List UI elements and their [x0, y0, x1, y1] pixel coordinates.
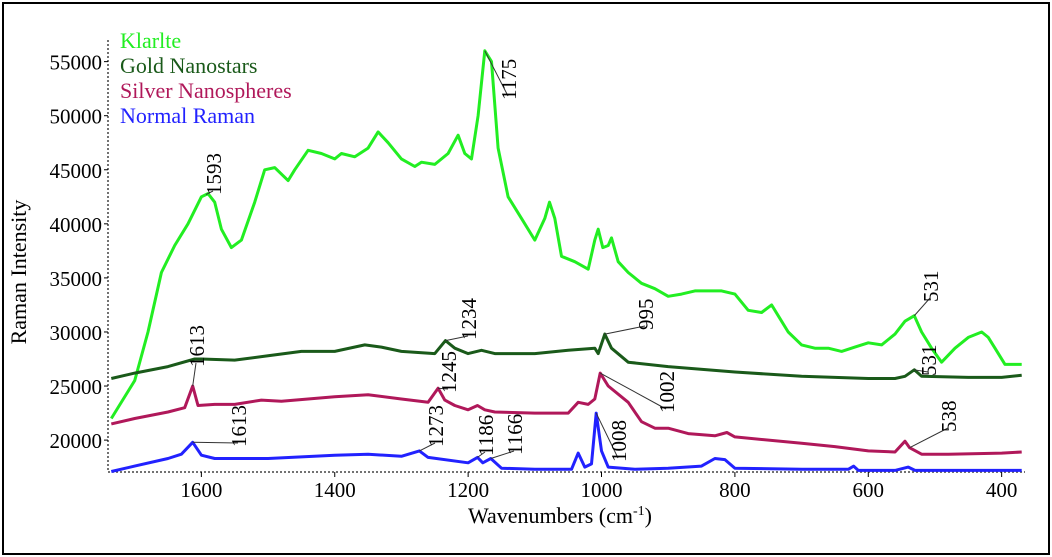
x-tick-label: 600	[853, 478, 885, 502]
annotation-leader-line	[419, 442, 436, 452]
x-axis-label-sup: -1	[633, 504, 645, 519]
y-tick-label: 35000	[50, 267, 103, 291]
peak-label: 1166	[503, 414, 527, 455]
y-tick-label: 40000	[50, 213, 103, 237]
legend-entry: Normal Raman	[120, 103, 255, 128]
x-tick-label: 400	[986, 478, 1018, 502]
series-line-normal-raman	[110, 411, 1022, 473]
peak-label: 1186	[474, 415, 498, 456]
y-tick-label: 25000	[50, 375, 103, 399]
annotation-leader-line	[490, 450, 515, 459]
peak-annotations: 1593 1175 531 1613 1234 995 531 1245 1002 538 1613…	[185, 50, 961, 462]
series-line-klarlte	[110, 49, 1022, 420]
x-tick-label: 1200	[447, 478, 489, 502]
peak-label: 1593	[202, 153, 226, 195]
peak-label: 1245	[437, 351, 461, 393]
x-tick-label: 1000	[581, 478, 623, 502]
legend-entry: Gold Nanostars	[120, 53, 257, 78]
annotation-leader-line	[445, 335, 469, 342]
x-tick-label: 1400	[314, 478, 356, 502]
y-tick-label: 55000	[50, 51, 103, 75]
legend-entry: Silver Nanospheres	[120, 78, 292, 103]
x-axis-label-main: Wavenumbers (cm	[468, 503, 633, 528]
annotation-leader-line	[192, 362, 197, 387]
y-tick-label: 45000	[50, 159, 103, 183]
annotation-leader-line	[205, 190, 214, 195]
x-axis-label-close: )	[645, 503, 652, 528]
peak-label: 1234	[457, 298, 481, 341]
peak-label: 1002	[655, 371, 679, 413]
x-axis-label: Wavenumbers (cm-1)	[468, 503, 652, 528]
y-tick-label: 50000	[50, 105, 103, 129]
y-tick-label: 20000	[50, 429, 103, 453]
annotation-leader-line	[484, 50, 509, 97]
series-line-gold-nanostars	[110, 332, 1022, 380]
axes: 20000 25000 30000 35000 40000 45000 50000 55000…	[50, 40, 1025, 502]
peak-label: 538	[937, 401, 961, 433]
peak-label: 531	[919, 271, 943, 303]
annotation-leader-line	[913, 297, 931, 317]
annotation-leader-line	[192, 441, 239, 444]
x-tick-label: 1600	[180, 478, 222, 502]
peak-label: 1273	[424, 405, 448, 447]
legend-entry: Klarlte	[120, 28, 181, 53]
x-tick-label: 800	[719, 478, 751, 502]
y-axis-label: Raman Intensity	[6, 200, 31, 345]
annotation-leader-line	[909, 427, 949, 449]
peak-label: 1613	[185, 325, 209, 367]
peak-label: 1175	[497, 59, 521, 100]
annotation-leader-line	[604, 325, 646, 335]
peak-label: 531	[917, 345, 941, 377]
series-lines	[110, 49, 1022, 473]
annotation-leader-line	[438, 387, 449, 390]
peak-label: 1008	[607, 420, 631, 462]
annotation-leader-line	[599, 372, 667, 410]
series-line-silver-nanospheres	[110, 371, 1022, 456]
peak-label: 1613	[227, 405, 251, 447]
annotation-leader-line	[914, 369, 929, 373]
y-tick-label: 30000	[50, 321, 103, 345]
annotation-leader-line	[477, 451, 486, 458]
annotation-leader-line	[595, 412, 619, 459]
peak-label: 995	[634, 299, 658, 331]
